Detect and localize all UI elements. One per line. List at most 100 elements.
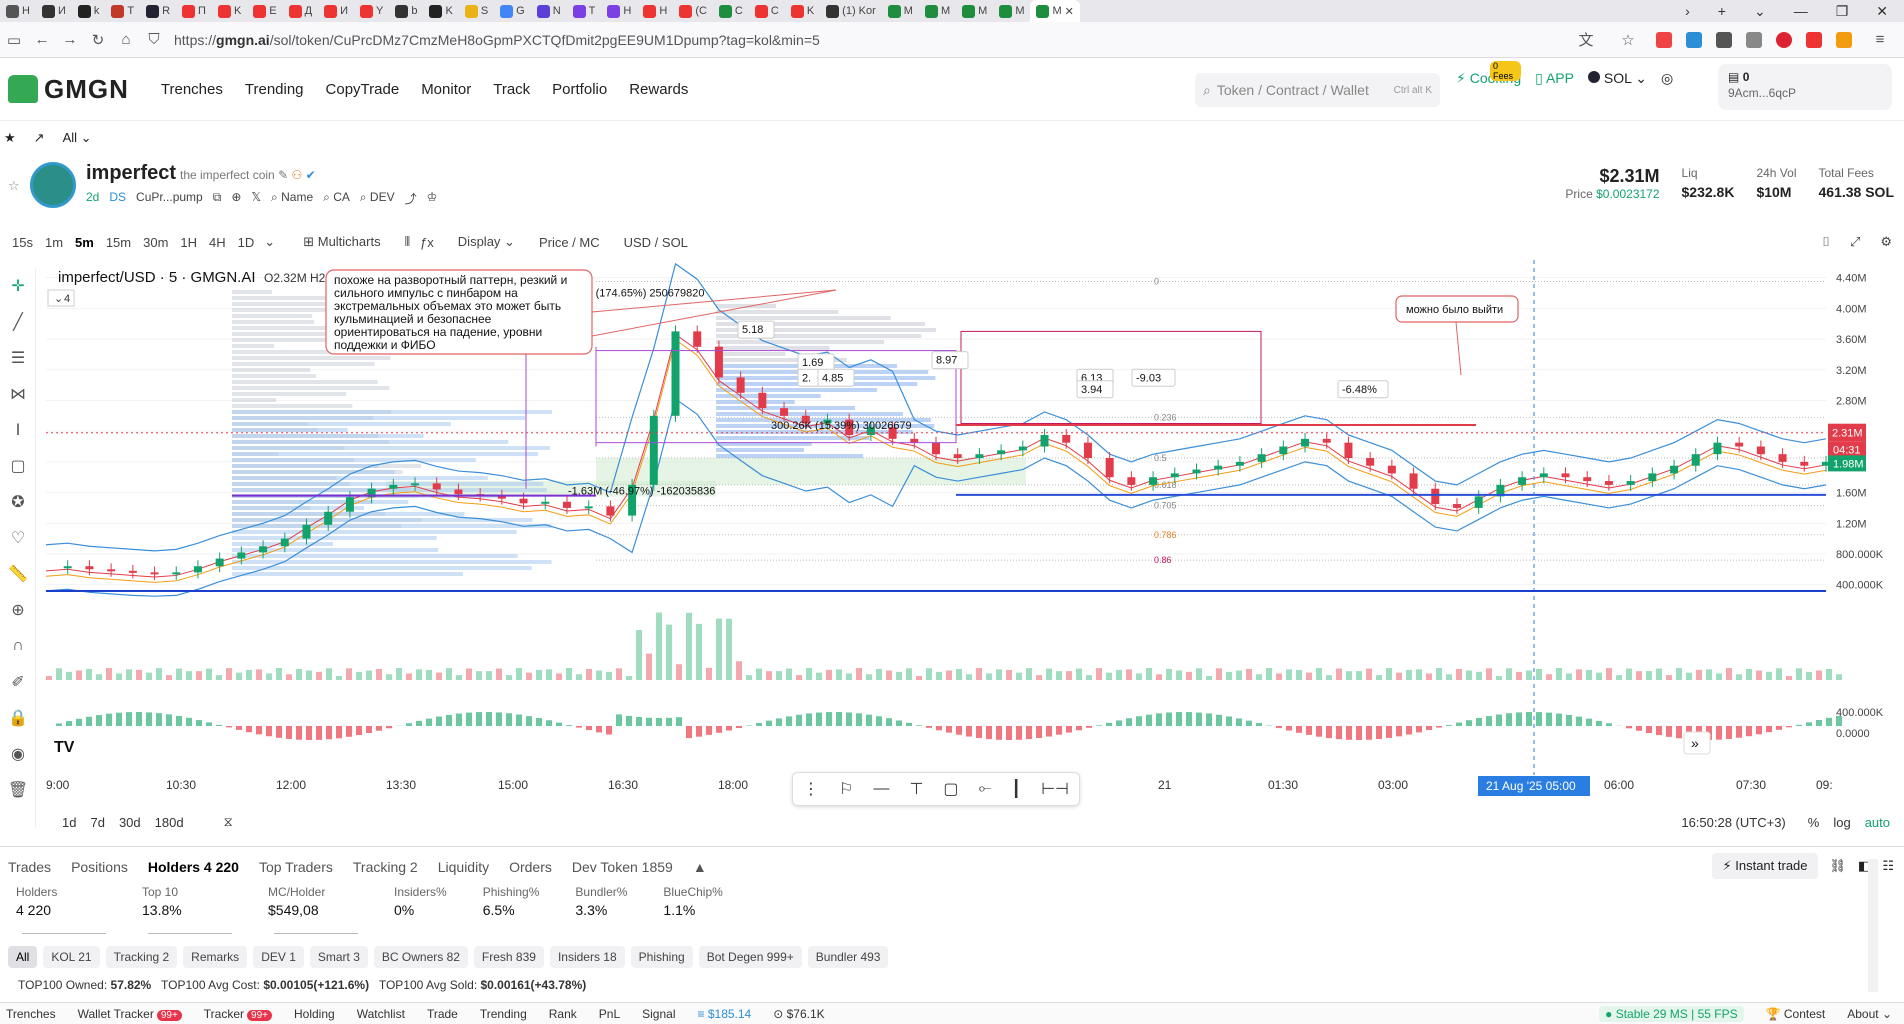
browser-tab[interactable]: H [0,0,36,22]
panel-tab[interactable]: Dev Token 1859 [571,859,673,875]
vline-icon[interactable]: ┃ [1011,781,1022,798]
log-toggle[interactable]: log [1833,814,1851,830]
horizontal-lines-icon[interactable]: ☰ [10,350,26,367]
nav-trenches[interactable]: Trenches [160,80,223,98]
hline-icon[interactable]: ⟜ [978,780,992,797]
new-tab-icon[interactable]: + [1717,3,1726,19]
search-ca-button[interactable]: ⌕ CA [323,190,350,204]
browser-tab[interactable]: H [637,0,673,22]
panel-tab[interactable]: Positions [71,859,128,875]
tab-scroll-icon[interactable]: › [1685,3,1690,19]
text-tool-icon[interactable]: Ⅰ [15,422,21,439]
candle-type-icon[interactable]: ⫴ [404,234,411,249]
reload-icon[interactable]: ↻ [91,31,105,49]
status-pnl[interactable]: PnL [598,1006,621,1021]
panel-tab[interactable]: Tracking 2 [352,859,418,875]
forward-icon[interactable]: → [62,31,78,48]
panel-tab[interactable]: Trades [8,859,52,875]
close-window-icon[interactable]: ✕ [1876,2,1888,19]
range-180d[interactable]: 180d [154,814,184,830]
token-address[interactable]: CuPr...pump [136,190,203,204]
status-trenches[interactable]: Trenches [6,1006,56,1021]
panel-tab[interactable]: Liquidity [437,859,490,875]
home-icon[interactable]: ⌂ [121,31,131,48]
browser-tab[interactable]: И [36,0,72,22]
list-settings-icon[interactable]: ☷ [1882,858,1894,873]
interval-5m[interactable]: 5m [75,234,94,250]
app-button[interactable]: ▯ APP [1535,70,1574,87]
back-icon[interactable]: ← [34,31,50,48]
holder-filter[interactable]: Phishing [630,946,693,968]
cooking-button[interactable]: ⚡ Cooking 0 Fees [1456,61,1522,87]
search-dev-button[interactable]: ⌕ DEV [359,190,395,204]
browser-tab[interactable]: M ✕ [1030,0,1080,22]
edit-icon[interactable]: ✎ [278,168,289,182]
link-icon[interactable]: ⛓ [1829,858,1847,873]
extension-icon[interactable] [1746,31,1762,48]
interval-1m[interactable]: 1m [44,234,64,250]
panel-tab[interactable]: Holders 4 220 [147,859,239,875]
browser-tab[interactable]: N [531,0,567,22]
scroll-right-button[interactable] [1683,731,1711,755]
holder-filter[interactable]: All [8,946,38,968]
lock-icon[interactable]: 🔒 [8,710,28,727]
favorite-icon[interactable]: ☆ [8,178,20,193]
zoom-icon[interactable]: ⊕ [11,602,25,619]
pattern-icon[interactable]: ⋈ [10,386,26,403]
extension-icon[interactable] [1656,31,1672,48]
status-watchlist[interactable]: Watchlist [356,1006,405,1021]
status-holding[interactable]: Holding [294,1006,335,1021]
vertical-measure-icon[interactable]: ⊤ [909,781,924,798]
browser-tab[interactable]: M [882,0,919,22]
collapse-icon[interactable]: ▲ [692,859,707,875]
holder-filter[interactable]: Smart 3 [309,946,368,968]
nav-portfolio[interactable]: Portfolio [552,80,608,98]
browser-tab[interactable]: Y [354,0,389,22]
square-icon[interactable]: ▢ [943,781,959,798]
all-dropdown[interactable]: All ⌄ [62,130,92,145]
panel-scrollbar[interactable] [1868,859,1878,992]
interval-4h[interactable]: 4H [209,234,226,250]
range-1d[interactable]: 1d [62,814,77,830]
holder-filter[interactable]: Fresh 839 [473,946,544,968]
price-chart[interactable]: 0 0.236 0.5 0.618 0.705 0.786 0.86 TV 4.40M 4.0… [36,260,1904,808]
layout-icon[interactable]: ◧ [1858,858,1871,873]
pct-toggle[interactable]: % [1807,814,1820,830]
panel-tab[interactable]: Top Traders [258,859,333,875]
range-7d[interactable]: 7d [90,814,105,830]
minimize-icon[interactable]: — [1793,3,1808,19]
browser-tab[interactable]: K [423,0,458,22]
browser-tab[interactable]: R [140,0,176,22]
interval-dropdown-icon[interactable]: ⌄ [264,234,276,249]
trash-icon[interactable]: 🗑 [7,782,29,799]
browser-tab[interactable]: M [956,0,993,22]
chart-icon[interactable]: ↗ [33,130,45,145]
settings-icon[interactable]: ◎ [1660,70,1674,86]
share-icon[interactable]: ⤴ [404,192,417,206]
browser-tab[interactable]: K [785,0,820,22]
twitter-icon[interactable]: 𝕏 [251,190,262,204]
pencil-lock-icon[interactable]: ✐ [11,674,25,691]
indicators-icon[interactable]: ƒx [420,234,434,250]
nav-monitor[interactable]: Monitor [421,80,472,98]
tab-list-icon[interactable]: ⌄ [1753,2,1766,19]
copy-icon[interactable]: ⧉ [212,190,222,204]
browser-tab[interactable]: b [389,0,423,22]
holder-filter[interactable]: Tracking 2 [105,946,178,968]
web-icon[interactable]: ⊕ [231,190,242,204]
holder-filter[interactable]: Bot Degen 999+ [698,946,802,968]
holder-filter[interactable]: BC Owners 82 [373,946,468,968]
search-name-button[interactable]: ⌕ Name [271,190,314,204]
status-rank[interactable]: Rank [548,1006,577,1021]
interval-30m[interactable]: 30m [143,234,169,250]
chart-settings-icon[interactable]: ⚙ [1880,234,1892,249]
holder-filter[interactable]: DEV 1 [253,946,304,968]
line-icon[interactable]: — [873,780,890,797]
drag-handle-icon[interactable]: ⋮ [803,781,820,798]
extension-icon[interactable] [1716,31,1732,48]
ruler-icon[interactable]: 📏 [8,566,28,583]
browser-tab[interactable]: T [105,0,140,22]
browser-tab[interactable]: С [749,0,785,22]
multicharts-button[interactable]: ⊞ Multicharts [303,234,380,250]
interval-1h[interactable]: 1H [180,234,198,250]
